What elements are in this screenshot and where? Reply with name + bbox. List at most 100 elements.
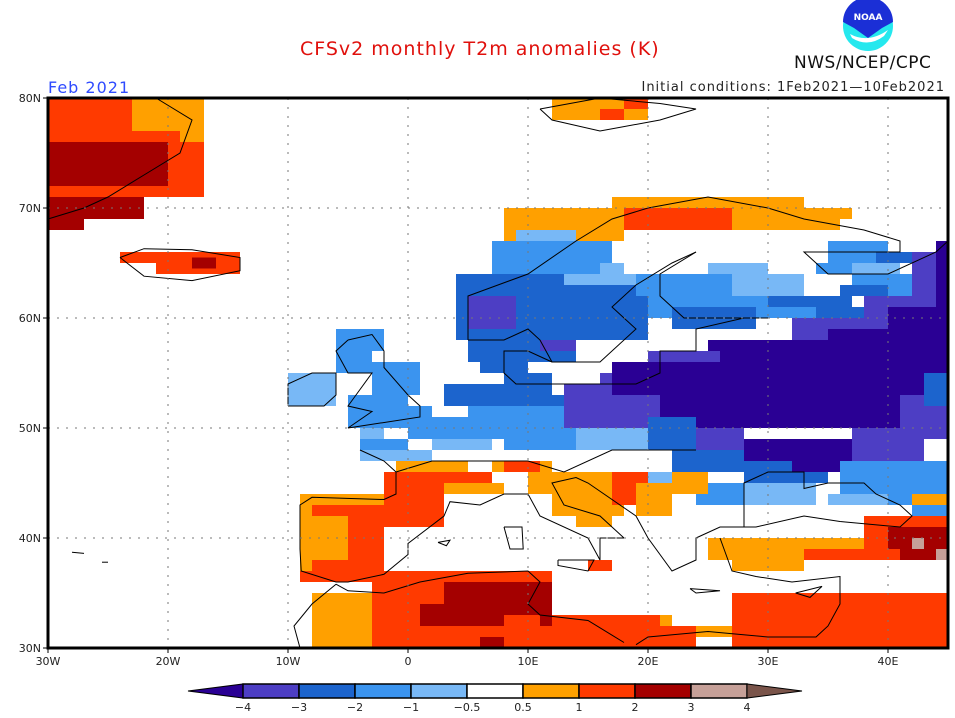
anomaly-cell [420,604,504,626]
anomaly-cell [876,252,912,263]
anomaly-cell [744,483,816,505]
anomaly-cell [360,428,384,439]
colorbar-tick-label: −0.5 [454,701,481,714]
anomaly-cell [48,219,84,230]
coastline [659,251,768,319]
x-tick-label: 40E [878,655,899,668]
anomaly-cell [804,208,852,219]
colorbar-box [354,683,412,699]
anomaly-cell [936,549,948,560]
anomaly-cell [828,494,888,505]
coastline [503,317,745,385]
anomaly-cell [564,274,636,285]
coastline [395,449,696,473]
anomaly-cell [804,538,864,549]
anomaly-cell [288,373,336,406]
colorbar-tick-label: −3 [291,701,307,714]
coastline [437,539,452,547]
anomaly-cell [696,626,732,637]
agency-label: NWS/NCEP/CPC [794,53,932,73]
latitude-axis: 30N 40N 50N 60N 70N 80N [19,92,48,655]
y-tick-label: 70N [19,202,41,215]
anomaly-cell [528,472,612,494]
anomaly-cell [612,285,636,340]
anomaly-cell [540,340,576,351]
anomaly-cell [408,417,504,439]
colorbar-extend-low [187,683,244,699]
y-tick-label: 80N [19,92,41,105]
anomaly-cell [360,439,408,450]
coastline [689,588,721,594]
coastline [119,248,241,282]
anomaly-cell [300,494,312,571]
colorbar-box [298,683,356,699]
anomaly-cell [480,637,504,648]
initial-conditions: Initial conditions: 1Feb2021—10Feb2021 [641,80,945,95]
colorbar-tick-label: −1 [403,701,419,714]
coastline [293,583,337,649]
colorbar-box [522,683,580,699]
anomaly-cell [48,98,132,131]
anomaly-cell [48,197,144,219]
anomaly-cell [924,373,948,406]
coastline [287,372,337,407]
noaa-logo-icon: NOAA [843,0,893,51]
colorbar-box [466,683,524,699]
anomaly-cell [636,483,672,516]
anomaly-cell [300,494,384,505]
coastline [635,537,841,646]
colorbar-tick-label: −4 [235,701,251,714]
longitude-axis: 30W 20W 10W 0 10E 20E 30E 40E [36,648,899,668]
anomaly-cell [648,351,720,362]
colorbar-tick-label: −2 [347,701,363,714]
anomaly-cell [444,483,504,494]
anomaly-cell [312,593,372,648]
anomaly-cell [624,98,648,109]
anomaly-cell [180,120,204,142]
coastline [468,251,697,363]
x-tick-label: 30W [36,655,61,668]
anomaly-cell [504,461,540,472]
anomaly-cell [600,109,624,120]
y-tick-label: 60N [19,312,41,325]
anomaly-cell [444,384,504,406]
x-tick-label: 0 [405,655,412,668]
colorbar-extend-high [746,683,803,699]
anomaly-cell [192,257,216,269]
anomaly-cell [576,516,612,527]
colorbar-tick-label: 3 [688,701,695,714]
anomaly-cells [48,98,948,648]
coastline [71,551,85,554]
anomaly-cell [804,549,948,560]
colorbar-box [690,683,748,699]
anomaly-cell [120,175,168,186]
x-tick-label: 10W [276,655,301,668]
x-tick-label: 20E [638,655,659,668]
map-frame [46,96,950,650]
map-title: CFSv2 monthly T2m anomalies (K) [300,38,660,60]
anomaly-cell [648,417,696,450]
coastline [335,570,625,643]
anomaly-cell [576,428,648,450]
anomaly-cell [708,538,744,560]
anomaly-cell [552,494,624,516]
coastline [467,196,949,340]
anomaly-cell [504,428,576,450]
anomaly-cell [708,263,768,274]
y-tick-label: 40N [19,532,41,545]
anomaly-cell [768,219,816,230]
anomaly-cell [552,637,648,648]
anomaly-cell [348,395,408,428]
colorbar-tick-label: 0.5 [514,701,532,714]
x-tick-label: 30E [758,655,779,668]
anomaly-cell [648,626,696,648]
anomaly-cell [432,439,492,450]
coastline [795,585,823,598]
anomaly-cell [372,362,420,395]
anomaly-cell [732,197,768,208]
anomaly-cell [468,296,516,329]
anomaly-cell [660,615,672,626]
coastline [557,559,595,572]
coastline [335,333,421,429]
colorbar-box [410,683,468,699]
